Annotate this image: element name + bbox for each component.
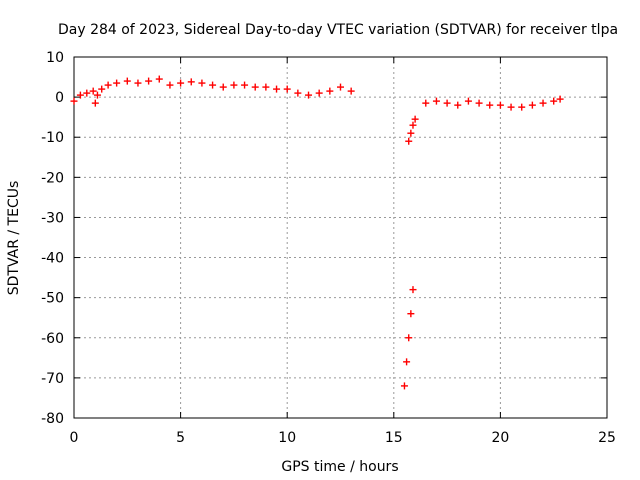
data-point: [556, 95, 564, 103]
y-tick-label: -20: [41, 170, 64, 186]
y-tick-label: -80: [41, 411, 64, 427]
data-point: [305, 91, 313, 99]
data-point: [93, 91, 101, 99]
data-point: [347, 87, 355, 95]
data-point: [89, 87, 97, 95]
plot-border: [73, 56, 608, 419]
data-point: [539, 99, 547, 107]
axis-ticks: 0 5 10 15 20 25 10 0 -10 -20 -30 -40 -50 -60 -70 -80: [41, 50, 616, 446]
data-point: [454, 101, 462, 109]
data-point: [326, 87, 334, 95]
x-tick-label: 15: [385, 430, 403, 446]
y-tick-label: -70: [41, 371, 64, 387]
x-axis-label: GPS time / hours: [281, 459, 398, 475]
y-tick-label: 10: [46, 50, 64, 66]
data-point: [187, 78, 195, 86]
y-tick-label: -30: [41, 210, 64, 226]
data-point: [486, 101, 494, 109]
y-tick-label: 0: [55, 90, 64, 106]
data-point: [496, 101, 504, 109]
data-point: [283, 85, 291, 93]
x-tick-label: 10: [278, 430, 296, 446]
data-point: [155, 75, 163, 83]
data-point: [273, 85, 281, 93]
y-tick-label: -10: [41, 130, 64, 146]
data-point: [443, 99, 451, 107]
data-point: [507, 103, 515, 111]
data-point: [464, 97, 472, 105]
data-point: [166, 81, 174, 89]
chart-title: Day 284 of 2023, Sidereal Day-to-day VTE…: [58, 22, 618, 38]
y-tick-label: -50: [41, 291, 64, 307]
data-point: [550, 97, 558, 105]
data-point: [76, 91, 84, 99]
y-axis-label: SDTVAR / TECUs: [6, 181, 22, 296]
data-point: [123, 77, 131, 85]
data-point: [518, 103, 526, 111]
x-tick-label: 20: [491, 430, 509, 446]
data-point: [91, 99, 99, 107]
data-points: [70, 75, 564, 390]
x-tick-label: 25: [598, 430, 616, 446]
data-point: [407, 129, 415, 137]
x-tick-label: 0: [70, 430, 79, 446]
data-point: [407, 310, 415, 318]
data-point: [528, 101, 536, 109]
data-point: [405, 137, 413, 145]
data-point: [230, 81, 238, 89]
data-point: [70, 97, 78, 105]
data-point: [177, 79, 185, 87]
data-point: [134, 79, 142, 87]
data-point: [251, 83, 259, 91]
data-point: [262, 83, 270, 91]
data-point: [219, 83, 227, 91]
data-point: [409, 286, 417, 294]
data-point: [294, 89, 302, 97]
data-point: [432, 97, 440, 105]
data-point: [403, 358, 411, 366]
data-point: [209, 81, 217, 89]
grid-lines: [74, 57, 607, 418]
y-tick-label: -60: [41, 331, 64, 347]
data-point: [337, 83, 344, 91]
data-point: [98, 85, 106, 93]
data-point: [241, 81, 249, 89]
y-tick-label: -40: [41, 251, 64, 267]
data-point: [104, 81, 112, 89]
data-point: [83, 89, 91, 97]
data-point: [113, 79, 121, 87]
x-tick-label: 5: [176, 430, 185, 446]
data-point: [400, 382, 408, 390]
data-point: [475, 99, 483, 107]
data-point: [422, 99, 430, 107]
data-point: [145, 77, 153, 85]
data-point: [411, 115, 419, 123]
data-point: [198, 79, 206, 87]
data-point: [405, 334, 413, 342]
data-point: [315, 89, 323, 97]
data-point: [409, 121, 417, 129]
